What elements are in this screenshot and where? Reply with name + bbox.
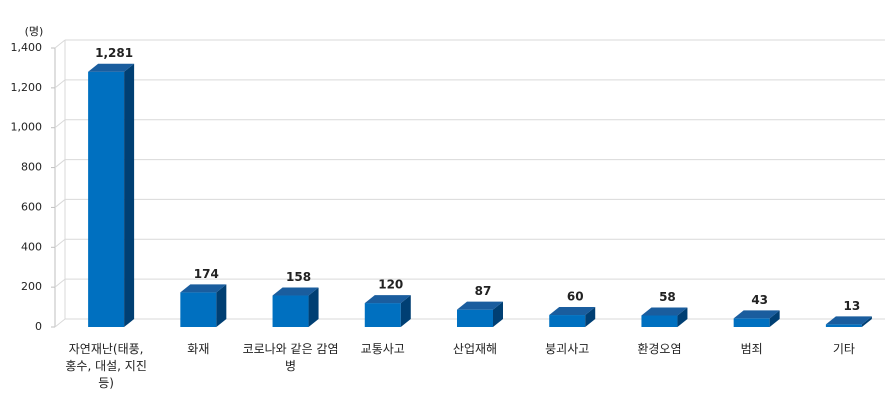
bar-side [677,307,688,327]
grid-diagonal [54,119,66,129]
grid-diagonal [54,159,66,168]
y-tick-label: 1,000 [11,121,43,134]
y-tick-label: 400 [21,240,42,253]
x-tick-label: 자연재난(태풍, 홍수, 대설, 지진 등) [65,342,147,390]
x-tick-label: 산업재해 [452,342,498,356]
bar-front [180,292,217,327]
y-tick-label: 1,400 [11,41,43,54]
bar-front [457,309,493,327]
bar-top [180,284,227,293]
bar [457,301,503,327]
value-label: 1,281 [95,46,133,60]
unit-label: (명) [25,25,44,38]
bar-top [272,287,319,296]
x-tick-label: 화재 [187,342,210,356]
grid-diagonal [54,318,66,328]
x-tick-label: 교통사고 [360,342,405,356]
bar-front [641,315,678,327]
grid-diagonal [54,278,66,288]
bar-side [216,284,227,327]
bar [180,284,227,327]
value-label: 13 [844,299,861,313]
y-tick-label: 200 [21,280,42,293]
value-label: 158 [286,270,311,284]
bar-top [457,301,503,310]
bar-front [733,318,770,327]
bar-front [272,295,309,327]
bar [364,295,411,327]
bar-side [308,287,319,327]
x-tick-label: 범죄 [740,342,763,356]
bar [825,316,872,327]
bar-top [364,295,411,304]
bar-side [769,310,780,327]
y-tick-label: 1,200 [11,81,43,94]
value-label: 43 [751,293,768,307]
bar-side [124,63,135,328]
y-tick-label: 600 [21,200,42,213]
grid-diagonal [54,39,66,49]
value-label: 120 [378,278,403,292]
bar-top [825,316,872,325]
y-tick-label: 800 [21,161,42,174]
value-label: 87 [475,284,492,298]
bar [549,307,596,327]
bar [272,287,319,327]
bar-top [549,307,596,316]
bar-top [88,63,135,72]
bar-side [861,316,872,327]
bar [733,310,780,327]
value-label: 174 [194,267,219,281]
bar [88,63,135,328]
x-tick-label: 붕괴사고 [545,342,590,356]
bar-side [400,295,411,327]
x-tick-label: 코로나와 같은 감염병 [242,342,339,373]
value-label: 58 [659,290,676,304]
x-tick-label: 환경오염 [637,342,682,356]
bar-front [825,324,862,327]
bar-side [493,301,503,327]
bar-front [364,303,401,327]
grid-diagonal [54,199,66,208]
bar-top [733,310,780,319]
grid-diagonal [54,238,66,248]
bar-side [585,307,596,327]
bar-front [549,315,586,327]
value-label: 60 [567,290,584,304]
grid-diagonal [54,79,66,89]
bar-top [641,307,688,316]
bar [641,307,688,327]
x-tick-label: 기타 [832,342,855,356]
y-tick-label: 0 [35,320,42,333]
bar-front [88,71,125,327]
